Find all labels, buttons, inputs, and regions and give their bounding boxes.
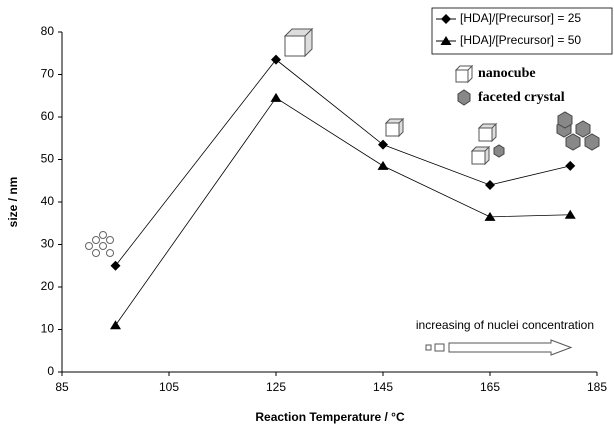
y-tick-label: 50 <box>41 152 55 166</box>
marker <box>565 160 576 171</box>
x-tick-label: 145 <box>373 380 393 394</box>
marker <box>485 180 495 190</box>
icon-particles <box>85 231 114 257</box>
y-tick-label: 20 <box>41 279 55 293</box>
legend-box <box>431 7 613 55</box>
annotation: nanocube <box>478 66 536 81</box>
marker <box>564 209 576 219</box>
legend-marker <box>440 36 452 45</box>
marker <box>378 139 388 150</box>
x-axis-label: Reaction Temperature / °C <box>255 410 405 424</box>
y-tick-label: 60 <box>41 109 55 123</box>
y-axis-label: size / nm <box>6 177 20 228</box>
marker <box>270 92 282 102</box>
x-tick-label: 125 <box>266 380 286 394</box>
x-tick-label: 165 <box>480 380 500 394</box>
arrow <box>425 339 573 356</box>
y-tick-label: 40 <box>41 194 55 208</box>
series-line <box>115 97 571 326</box>
legend-label: [HDA]/[Precursor] = 50 <box>460 33 581 47</box>
marker <box>377 160 389 170</box>
annotation: faceted crystal <box>478 90 565 105</box>
icon-cube <box>283 27 498 166</box>
y-tick-label: 70 <box>41 67 55 81</box>
y-tick-label: 10 <box>41 322 55 336</box>
y-tick-label: 80 <box>41 24 55 38</box>
y-tick-label: 30 <box>41 237 55 251</box>
legend-label: [HDA]/[Precursor] = 25 <box>460 11 581 25</box>
icon-hexagon <box>493 111 600 158</box>
x-tick-label: 105 <box>159 380 179 394</box>
icon-cube <box>454 64 474 84</box>
marker <box>110 320 121 330</box>
annotation: increasing of nuclei concentration <box>416 318 594 332</box>
legend-marker <box>441 14 451 24</box>
marker <box>271 54 281 65</box>
x-tick-label: 85 <box>55 380 69 394</box>
marker <box>110 260 121 271</box>
y-tick-label: 0 <box>47 364 54 378</box>
x-tick-label: 185 <box>587 380 607 394</box>
marker <box>484 211 496 221</box>
icon-hexagon <box>457 89 471 106</box>
